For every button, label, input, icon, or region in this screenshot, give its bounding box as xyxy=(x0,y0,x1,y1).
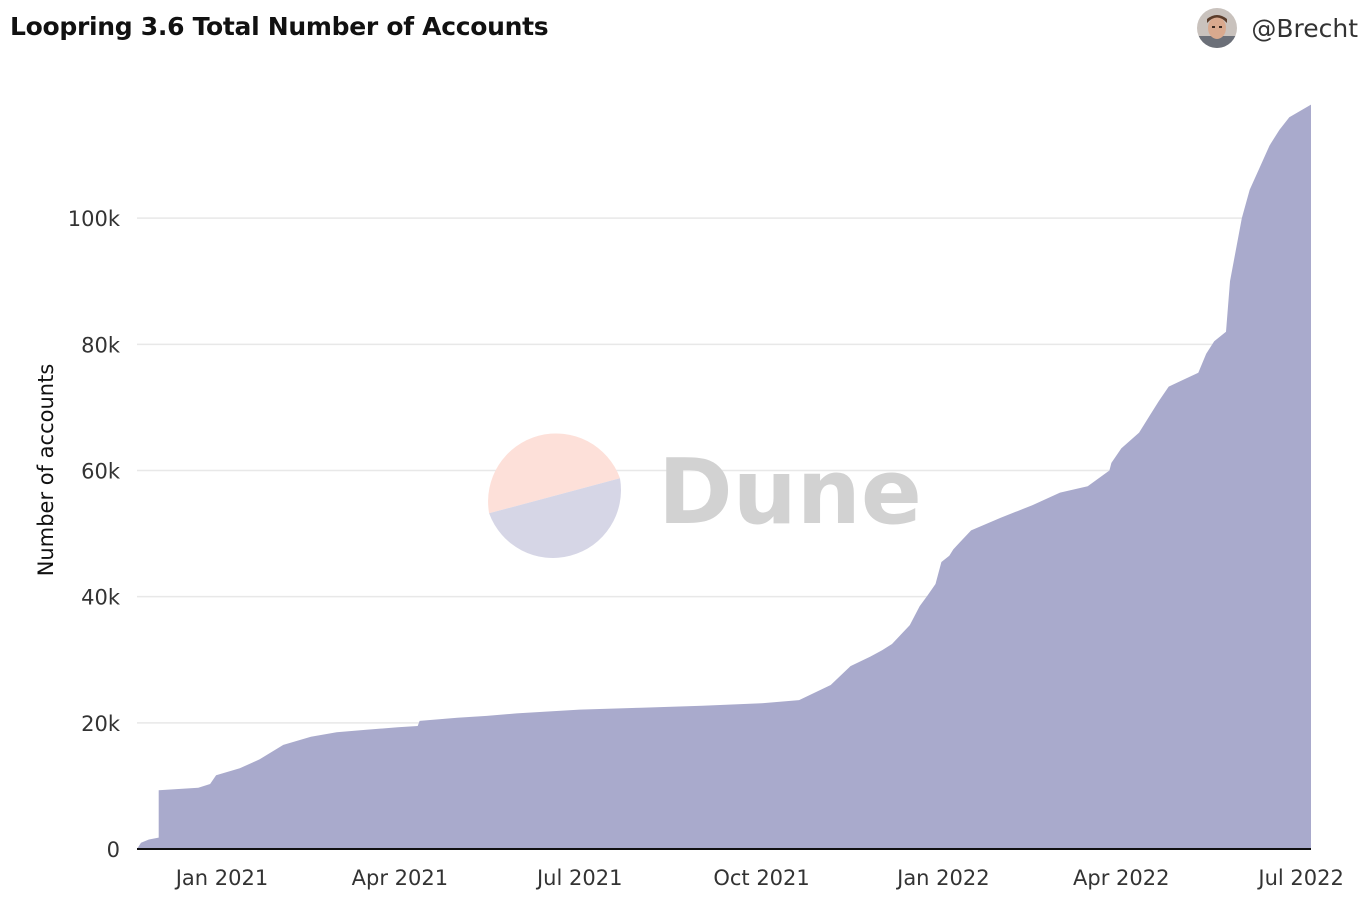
y-tick-label: 80k xyxy=(81,333,121,357)
y-tick-label: 100k xyxy=(68,207,121,231)
x-tick-label: Jul 2022 xyxy=(1256,866,1343,890)
y-tick-label: 0 xyxy=(107,838,120,862)
dune-watermark: Dune xyxy=(488,433,922,559)
y-tick-label: 20k xyxy=(81,712,121,736)
x-tick-label: Jan 2022 xyxy=(895,866,990,890)
y-tick-label: 40k xyxy=(81,586,121,610)
author-name[interactable]: @Brecht xyxy=(1251,13,1358,43)
avatar[interactable] xyxy=(1197,8,1238,48)
series-area xyxy=(137,104,1311,850)
chart-title: Loopring 3.6 Total Number of Accounts xyxy=(10,12,549,41)
y-axis: 0 20k 40k 60k 80k 100k xyxy=(68,207,121,862)
dune-logo-icon xyxy=(488,433,621,559)
x-tick-label: Jan 2021 xyxy=(174,866,269,890)
y-axis-label: Number of accounts xyxy=(34,364,58,577)
x-tick-label: Jul 2021 xyxy=(535,866,622,890)
x-tick-label: Apr 2022 xyxy=(1073,866,1169,890)
author-badge[interactable]: @Brecht xyxy=(1197,8,1358,48)
x-tick-label: Apr 2021 xyxy=(352,866,448,890)
dune-watermark-text: Dune xyxy=(658,440,922,545)
y-tick-label: 60k xyxy=(81,460,121,484)
x-tick-label: Oct 2021 xyxy=(713,866,809,890)
x-axis: Jan 2021 Apr 2021 Jul 2021 Oct 2021 Jan 2022… xyxy=(174,866,1344,890)
